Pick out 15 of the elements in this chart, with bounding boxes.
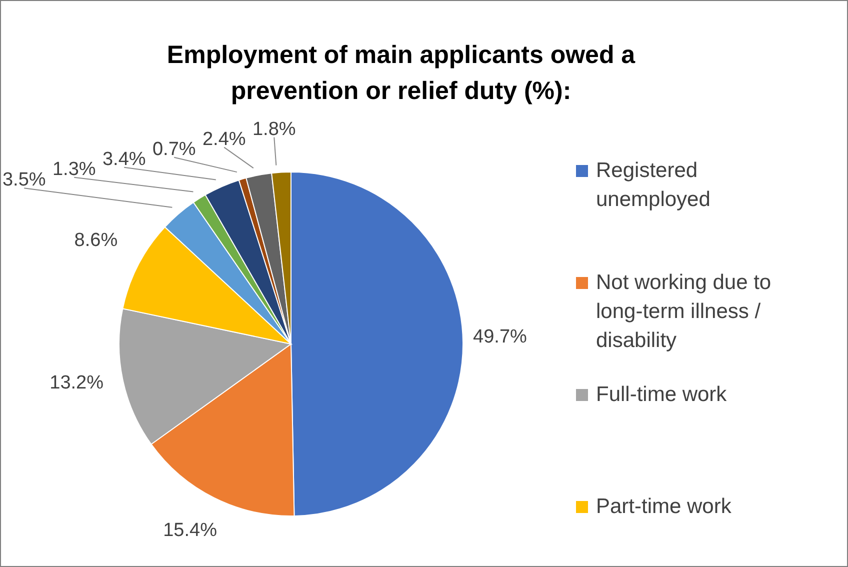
legend-label: Full-time work: [596, 382, 727, 408]
data-label: 15.4%: [163, 520, 218, 541]
chart-title: Employment of main applicants owed a prevention or relief duty (%):: [166, 40, 636, 107]
data-label: 3.4%: [102, 148, 146, 170]
legend-label: Part-time work: [596, 494, 732, 520]
data-label: 49.7%: [473, 326, 528, 348]
data-label: 2.4%: [202, 128, 246, 150]
data-label: 1.8%: [252, 118, 296, 140]
data-label: 8.6%: [74, 230, 118, 252]
data-label: 0.7%: [152, 138, 196, 160]
data-label: 13.2%: [50, 372, 104, 394]
legend-label: Not working due to long-term illness / disability: [596, 270, 772, 354]
data-label: 3.5%: [2, 170, 46, 191]
legend-label: Registered unemployed: [596, 158, 712, 213]
data-label: 1.3%: [52, 158, 96, 180]
